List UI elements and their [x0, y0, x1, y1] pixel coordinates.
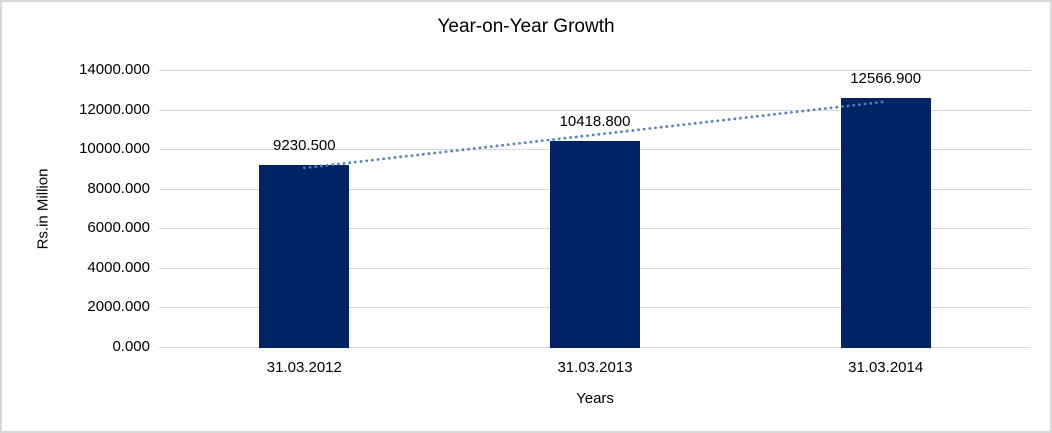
y-axis-tick-label: 14000.000	[79, 61, 150, 78]
plot-area	[159, 70, 1031, 348]
y-axis-tick-label: 2000.000	[87, 298, 150, 315]
x-axis-tick-label: 31.03.2012	[266, 359, 342, 376]
gridline	[159, 70, 1031, 71]
y-axis-tick-label: 12000.000	[79, 101, 150, 118]
y-axis-tick-label: 10000.000	[79, 140, 150, 157]
x-axis-tick-label: 31.03.2013	[557, 359, 633, 376]
bar-31.03.2014	[841, 98, 931, 348]
y-axis-tick-label: 8000.000	[87, 180, 150, 197]
bar-value-label: 10418.800	[559, 113, 631, 130]
chart-title: Year-on-Year Growth	[437, 16, 615, 37]
y-axis-tick-label: 6000.000	[87, 219, 150, 236]
bar-31.03.2012	[259, 165, 349, 348]
bar-value-label: 9230.500	[273, 137, 336, 154]
y-axis-tick-label: 0.000	[112, 338, 150, 355]
y-axis-tick-label: 4000.000	[87, 259, 150, 276]
bar-value-label: 12566.900	[850, 70, 922, 87]
x-axis-tick-label: 31.03.2014	[848, 359, 924, 376]
bar-31.03.2013	[550, 141, 640, 348]
x-axis-title: Years	[576, 390, 614, 407]
